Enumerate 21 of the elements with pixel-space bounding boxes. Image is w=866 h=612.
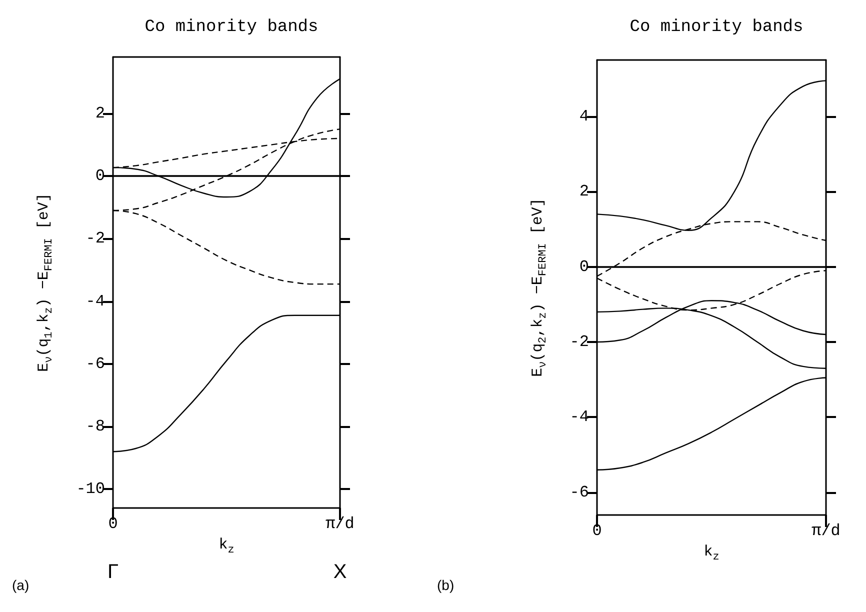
y-tick-label: -2 — [86, 230, 105, 248]
y-tick-label: 4 — [579, 107, 589, 126]
y-tick-label: -4 — [86, 292, 105, 310]
y-tick-label: 2 — [579, 182, 589, 201]
y-tick-label: -6 — [570, 483, 589, 502]
text: Eν(q1,kz) −EFERMI [eV] — [36, 193, 56, 372]
y-tick-label: -10 — [76, 480, 105, 498]
x-tick-label: π/d — [812, 522, 840, 540]
chart-title: Co minority bands — [144, 18, 318, 37]
text: X — [333, 561, 347, 583]
text: (a) — [12, 577, 30, 593]
y-tick-label: -2 — [570, 333, 589, 352]
text: Eν(q2,kz) −EFERMI [eV] — [530, 198, 550, 377]
chart-title: Co minority bands — [630, 18, 804, 37]
x-tick-label: π/d — [326, 515, 354, 533]
y-tick-label: -4 — [570, 408, 589, 426]
y-tick-label: 2 — [95, 104, 105, 122]
y-tick-label: -6 — [86, 354, 105, 373]
text: Γ — [107, 561, 119, 583]
text: (b) — [437, 577, 454, 593]
y-tick-label: -8 — [86, 418, 105, 436]
